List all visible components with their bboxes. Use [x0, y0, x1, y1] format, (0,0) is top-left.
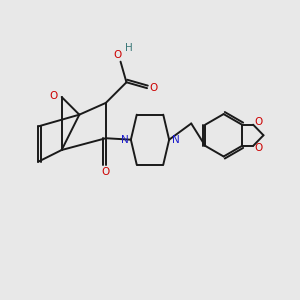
Text: O: O	[49, 91, 58, 100]
Text: O: O	[113, 50, 122, 60]
Text: N: N	[121, 135, 128, 145]
Text: O: O	[254, 143, 262, 153]
Text: O: O	[102, 167, 110, 177]
Text: O: O	[150, 83, 158, 93]
Text: O: O	[254, 117, 262, 127]
Text: N: N	[172, 135, 179, 145]
Text: H: H	[125, 44, 133, 53]
